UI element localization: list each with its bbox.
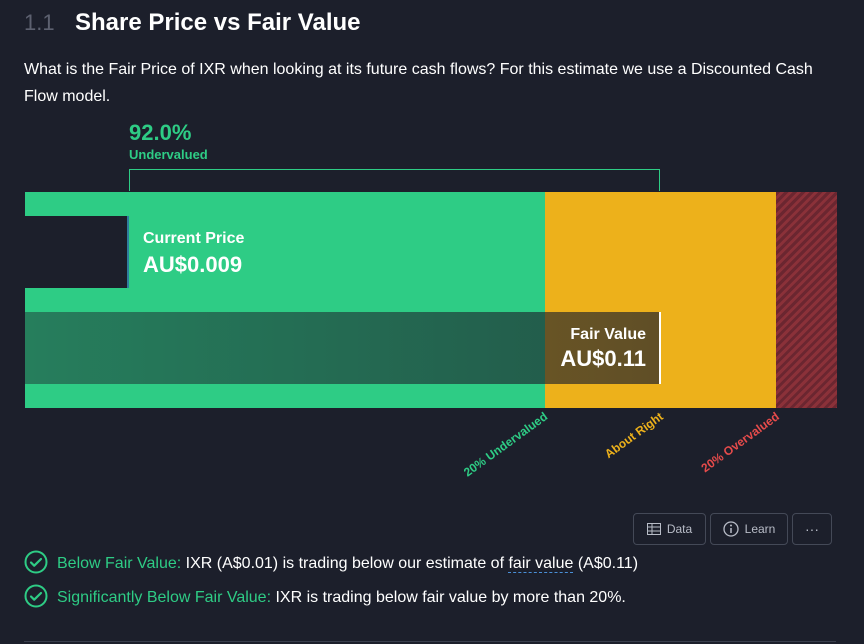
divider (24, 641, 836, 642)
current-price-label: Current Price (143, 230, 245, 247)
check-circle-icon (24, 584, 57, 613)
fair-value-link[interactable]: fair value (508, 555, 574, 573)
more-options-button[interactable]: ··· (792, 513, 832, 545)
current-price-value: AU$0.009 (143, 252, 243, 277)
learn-button-label: Learn (744, 522, 776, 536)
fair-value-marker (659, 312, 661, 384)
overvalued-zone (776, 192, 837, 408)
section-number: 1.1 (24, 10, 55, 35)
check-title: Significantly Below Fair Value: (57, 589, 272, 606)
zone-label-about-right: About Right (602, 409, 667, 462)
data-button-label: Data (666, 522, 693, 536)
undervalued-label: Undervalued (129, 147, 208, 162)
zone-label-overvalued: 20% Overvalued (698, 409, 783, 476)
more-options-icon: ··· (805, 521, 819, 537)
current-price-marker (127, 216, 129, 288)
check-significantly-below-fair-value: Significantly Below Fair Value: IXR is t… (24, 584, 626, 613)
fair-value-value: AU$0.11 (560, 346, 646, 371)
check-text: IXR (A$0.01) is trading below our estima… (181, 555, 509, 572)
check-title: Below Fair Value: (57, 555, 182, 572)
section-title: Share Price vs Fair Value (75, 9, 361, 36)
learn-button[interactable]: Learn (710, 513, 788, 545)
valuation-bracket (129, 169, 660, 191)
info-icon (722, 521, 739, 537)
data-button[interactable]: Data (633, 513, 706, 545)
undervalued-percent: 92.0% (129, 120, 192, 145)
fair-value-bar (25, 312, 661, 384)
zone-label-undervalued: 20% Undervalued (460, 409, 551, 480)
check-text-end: (A$0.11) (573, 555, 639, 572)
check-text: IXR is trading below fair value by more … (271, 589, 626, 606)
current-price-bar (25, 216, 129, 288)
fair-value-label: Fair Value (570, 326, 646, 343)
intro-text: What is the Fair Price of IXR when looki… (24, 61, 813, 105)
check-circle-icon (24, 550, 57, 579)
check-below-fair-value: Below Fair Value: IXR (A$0.01) is tradin… (24, 550, 639, 579)
table-icon (646, 523, 661, 535)
